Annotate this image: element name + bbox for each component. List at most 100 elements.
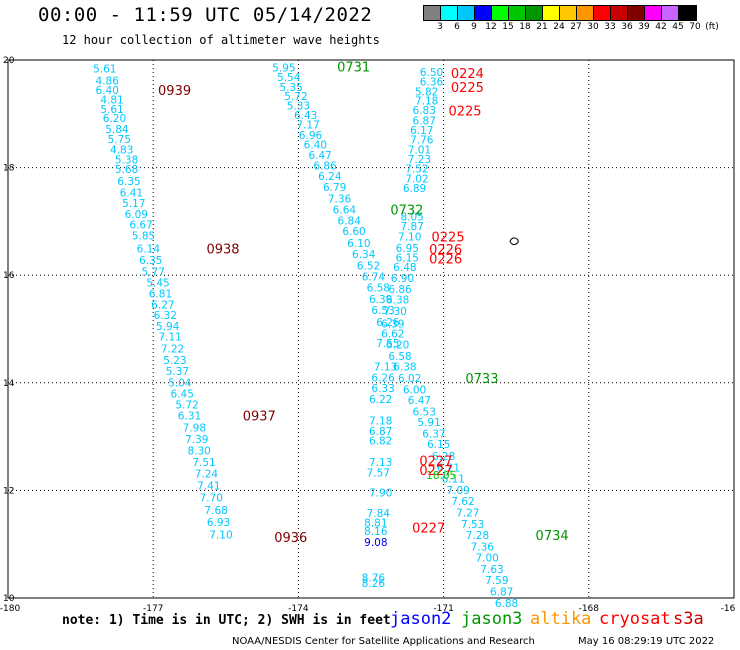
color-scale-label: 45: [672, 22, 684, 32]
y-tick-label: 14: [3, 379, 15, 389]
swh-value: 6.09: [125, 209, 148, 221]
legend-item-jason2: jason2: [390, 609, 452, 629]
pass-time-label: 0227: [412, 522, 445, 537]
pass-time-label: 0225: [451, 81, 484, 96]
swh-value: 6.47: [408, 395, 431, 407]
swh-value: 7.28: [466, 530, 489, 542]
color-scale-label: 42: [655, 22, 667, 32]
swh-value: 7.09: [446, 485, 469, 497]
swh-value: 7.41: [197, 481, 220, 493]
swh-value: 6.17: [410, 125, 433, 137]
swh-value: 4.81: [100, 94, 123, 106]
swh-value: 6.39: [369, 294, 392, 306]
swh-value: 6.00: [403, 384, 426, 396]
swh-value: 7.18: [415, 95, 438, 107]
swh-value: 5.84: [105, 124, 129, 136]
swh-value: 7.36: [328, 193, 352, 205]
swh-value: 7.01: [408, 144, 431, 156]
swh-value: 5.37: [166, 366, 189, 378]
x-tick-label: -174: [288, 604, 309, 614]
swh-value: 6.35: [117, 176, 140, 188]
swh-value: 6.87: [369, 426, 392, 438]
island-outline: [509, 237, 519, 246]
color-scale-label: 27: [570, 22, 582, 32]
track-c-blue: 9.08: [364, 537, 387, 549]
page-subtitle: 12 hour collection of altimeter wave hei…: [62, 33, 380, 47]
swh-value: 7.27: [456, 507, 479, 519]
pass-time-label: 0731: [337, 60, 370, 75]
swh-value: 7.90: [369, 488, 392, 500]
swh-value: 6.79: [323, 182, 346, 194]
swh-value: 18.05: [426, 470, 456, 482]
swh-value: 7.17: [296, 120, 319, 132]
color-scale-label: 6: [454, 22, 460, 32]
pass-time-label: 0226: [429, 243, 462, 258]
swh-value: 7.68: [204, 505, 227, 517]
swh-value: 6.36: [420, 77, 444, 89]
swh-value: 6.83: [413, 105, 436, 117]
swh-value: 6.67: [129, 220, 152, 232]
swh-value: 6.81: [149, 288, 172, 300]
swh-value: 5.35: [279, 82, 302, 94]
swh-value: 6.34: [352, 249, 376, 261]
color-swatch: [492, 6, 509, 20]
color-swatch: [441, 6, 458, 20]
color-swatch: [577, 6, 594, 20]
swh-value: 7.10: [398, 231, 421, 243]
swh-value: 5.85: [132, 230, 155, 242]
swh-value: 6.48: [393, 262, 416, 274]
pass-time-label: 0225: [432, 230, 465, 245]
x-tick-label: -180: [0, 604, 20, 614]
swh-value: 6.89: [403, 183, 426, 195]
swh-value: 6.52: [357, 261, 380, 273]
swh-value: 8.05: [400, 212, 423, 224]
swh-value: 6.02: [398, 373, 421, 385]
swh-value: 6.10: [347, 238, 370, 250]
color-swatch: [594, 6, 611, 20]
y-tick-label: 18: [3, 164, 15, 174]
y-tick-label: 12: [3, 486, 14, 496]
color-scale-labels: 3 6 9 12 15 18 21 24 27 30 33 36 39 42 45 70 (ft): [423, 22, 740, 34]
color-swatch: [628, 6, 645, 20]
track-a: 5.614.866.404.815.616.205.845.754.835.38…: [93, 64, 233, 542]
color-swatch: [679, 6, 696, 20]
swh-value: 5.72: [175, 399, 198, 411]
swh-value: 7.13: [374, 362, 397, 374]
swh-value: 6.74: [362, 271, 386, 283]
color-scale-label: 33: [604, 22, 616, 32]
swh-value: 7.39: [185, 434, 208, 446]
pass-time-labels: 0939093809370936073107320733073402240225…: [158, 60, 569, 546]
swh-value: 7.51: [192, 457, 215, 469]
altimeter-tracks: 5.614.866.404.815.616.205.845.754.835.38…: [93, 63, 518, 610]
swh-value: 8.76: [362, 573, 386, 585]
swh-value: 6.33: [371, 383, 394, 395]
color-scale-label: 18: [519, 22, 531, 32]
swh-value: 8.26: [362, 578, 386, 590]
swh-value: 5.04: [168, 377, 192, 389]
swh-value: 6.43: [294, 110, 317, 122]
color-scale-label: 21: [536, 22, 548, 32]
track-c: 6.506.365.827.186.836.876.177.767.017.23…: [362, 67, 444, 590]
swh-value: 6.93: [207, 517, 230, 529]
swh-value: 5.61: [100, 104, 123, 116]
pass-time-label: 0938: [206, 242, 239, 257]
generated-timestamp: May 16 08:29:19 UTC 2022: [578, 636, 715, 647]
swh-value: 6.15: [427, 439, 450, 451]
pass-time-label: 0939: [158, 84, 191, 99]
swh-value: 6.45: [171, 389, 194, 401]
swh-value: 6.86: [313, 160, 337, 172]
swh-value: 6.53: [371, 305, 394, 317]
color-swatch: [509, 6, 526, 20]
y-tick-label: 16: [3, 271, 15, 281]
swh-value: 7.87: [400, 221, 423, 233]
swh-value: 7.11: [158, 332, 181, 344]
swh-value: 7.02: [405, 173, 428, 185]
swh-value: 6.86: [388, 284, 412, 296]
color-swatch: [526, 6, 543, 20]
swh-value: 6.24: [318, 171, 342, 183]
swh-value: 7.84: [367, 508, 391, 520]
swh-value: 6.87: [413, 115, 436, 127]
swh-value: 7.63: [480, 564, 503, 576]
pass-time-label: 0225: [448, 105, 481, 120]
